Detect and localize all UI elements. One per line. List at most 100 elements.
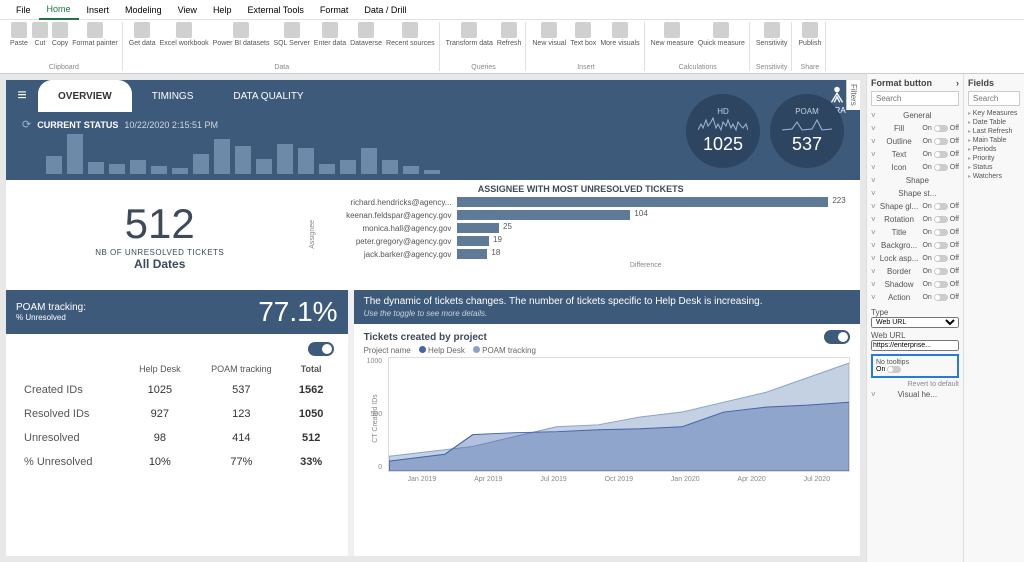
nav-dataquality[interactable]: DATA QUALITY <box>213 80 323 112</box>
field-date-table[interactable]: Date Table <box>968 118 1020 127</box>
mid-row: 512 NB OF UNRESOLVED TICKETS All Dates A… <box>6 180 860 290</box>
assignee-ylabel: Assignee <box>309 220 316 249</box>
format-section-border[interactable]: ˅BorderOnOff <box>871 265 959 278</box>
tooltip-highlight: No tooltips On <box>871 354 959 378</box>
ribbon-new-measure[interactable]: New measure <box>651 22 694 47</box>
ribbon-paste[interactable]: Paste <box>10 22 28 47</box>
mini-bar <box>67 134 83 174</box>
trend-header-text: The dynamic of tickets changes. The numb… <box>364 296 763 307</box>
tab-view[interactable]: View <box>170 1 205 19</box>
format-section-action[interactable]: ˅ActionOnOff <box>871 291 959 304</box>
format-section-backgro[interactable]: ˅Backgro...OnOff <box>871 239 959 252</box>
ribbon-excel-workbook[interactable]: Excel workbook <box>160 22 209 47</box>
format-section-general[interactable]: ˅General <box>871 109 959 122</box>
mini-bar <box>235 146 251 174</box>
fields-search-input[interactable] <box>968 91 1020 106</box>
ribbon-more-visuals[interactable]: More visuals <box>600 22 639 47</box>
type-select[interactable]: Web URL <box>871 317 959 328</box>
mini-bar <box>214 139 230 174</box>
tab-file[interactable]: File <box>8 1 39 19</box>
mini-bar <box>340 160 356 174</box>
kpi-unresolved: 512 NB OF UNRESOLVED TICKETS All Dates <box>6 180 313 290</box>
ribbon-get-data[interactable]: Get data <box>129 22 156 47</box>
tab-data[interactable]: Data / Drill <box>356 1 414 19</box>
ribbon-format-painter[interactable]: Format painter <box>72 22 118 47</box>
ribbon-new-visual[interactable]: New visual <box>532 22 566 47</box>
tab-insert[interactable]: Insert <box>79 1 118 19</box>
ribbon-cut[interactable]: Cut <box>32 22 48 47</box>
field-key-measures[interactable]: Key Measures <box>968 109 1020 118</box>
table-row: % Unresolved10%77%33% <box>20 450 334 474</box>
tab-home[interactable]: Home <box>39 0 79 20</box>
format-section-text[interactable]: ˅TextOnOff <box>871 148 959 161</box>
table-row: Created IDs10255371562 <box>20 378 334 402</box>
format-section-icon[interactable]: ˅IconOnOff <box>871 161 959 174</box>
format-section-rotation[interactable]: ˅RotationOnOff <box>871 213 959 226</box>
kpi-poam-value: 537 <box>792 134 822 155</box>
format-section-shapest[interactable]: ˅Shape st... <box>871 187 959 200</box>
table-row: Resolved IDs9271231050 <box>20 402 334 426</box>
format-section-shapegl[interactable]: ˅Shape gl...OnOff <box>871 200 959 213</box>
mini-bar <box>130 160 146 174</box>
filters-collapsed-tab[interactable]: Filters <box>846 80 860 110</box>
format-section-shadow[interactable]: ˅ShadowOnOff <box>871 278 959 291</box>
ribbon-text-box[interactable]: Text box <box>570 22 596 47</box>
poam-toggle[interactable] <box>308 342 334 356</box>
nav-overview[interactable]: OVERVIEW <box>38 80 132 112</box>
hamburger-icon[interactable]: ≡ <box>6 87 38 105</box>
trend-toggle[interactable] <box>824 330 850 344</box>
table-row: Unresolved98414512 <box>20 426 334 450</box>
tab-help[interactable]: Help <box>205 1 240 19</box>
ribbon-enter-data[interactable]: Enter data <box>314 22 346 47</box>
ribbon-refresh[interactable]: Refresh <box>497 22 522 47</box>
format-section-fill[interactable]: ˅FillOnOff <box>871 122 959 135</box>
status-label: CURRENT STATUS <box>37 120 118 130</box>
tab-external[interactable]: External Tools <box>239 1 311 19</box>
ribbon-dataverse[interactable]: Dataverse <box>350 22 382 47</box>
mini-bar <box>256 159 272 174</box>
nav-timings[interactable]: TIMINGS <box>132 80 214 112</box>
ribbon-quick-measure[interactable]: Quick measure <box>698 22 745 47</box>
assignee-row: monica.hall@agency.gov25 <box>321 223 840 233</box>
field-last-refresh[interactable]: Last Refresh <box>968 127 1020 136</box>
field-status[interactable]: Status <box>968 163 1020 172</box>
kpi-big-sub1: NB OF UNRESOLVED TICKETS <box>95 248 224 257</box>
field-watchers[interactable]: Watchers <box>968 172 1020 181</box>
format-search-input[interactable] <box>871 91 959 106</box>
assignee-row: keenan.feldspar@agency.gov104 <box>321 210 840 220</box>
linechart-box: CT Created IDs 1000 500 0 Jan 2019Apr 20… <box>388 357 850 472</box>
format-section-shape[interactable]: ˅Shape <box>871 174 959 187</box>
format-section-title[interactable]: ˅TitleOnOff <box>871 226 959 239</box>
field-priority[interactable]: Priority <box>968 154 1020 163</box>
tab-modeling[interactable]: Modeling <box>117 1 170 19</box>
field-periods[interactable]: Periods <box>968 145 1020 154</box>
assignee-row: peter.gregory@agency.gov19 <box>321 236 840 246</box>
url-input[interactable] <box>871 340 959 351</box>
ribbon-sql-server[interactable]: SQL Server <box>273 22 309 47</box>
assignee-xlabel: Difference <box>451 262 840 269</box>
tab-format[interactable]: Format <box>312 1 357 19</box>
poam-card-header: POAM tracking: % Unresolved 77.1% <box>6 290 348 334</box>
ribbon-sensitivity[interactable]: Sensitivity <box>756 22 788 47</box>
tooltip-toggle[interactable]: On <box>876 366 954 373</box>
mini-bar <box>88 162 104 174</box>
mini-bar <box>361 148 377 174</box>
assignee-row: jack.barker@agency.gov18 <box>321 249 840 259</box>
kpi-hd-label: HD <box>717 107 729 116</box>
visual-header-section[interactable]: ˅Visual he... <box>871 388 959 401</box>
reset-link[interactable]: Revert to default <box>871 381 959 388</box>
ribbon-recent-sources[interactable]: Recent sources <box>386 22 435 47</box>
format-section-outline[interactable]: ˅OutlineOnOff <box>871 135 959 148</box>
ribbon-power-bi-datasets[interactable]: Power BI datasets <box>213 22 270 47</box>
field-main-table[interactable]: Main Table <box>968 136 1020 145</box>
status-timestamp: 10/22/2020 2:15:51 PM <box>124 120 218 130</box>
chevron-right-icon[interactable]: › <box>956 78 959 88</box>
kpi-hd-circle: HD 1025 <box>686 94 760 168</box>
format-section-lockasp[interactable]: ˅Lock asp...OnOff <box>871 252 959 265</box>
ribbon-publish[interactable]: Publish <box>798 22 821 47</box>
kpi-big-sub2: All Dates <box>134 257 185 271</box>
ribbon-copy[interactable]: Copy <box>52 22 68 47</box>
report: ≡ OVERVIEW TIMINGS DATA QUALITY JIRA ⟳ C… <box>6 80 860 556</box>
type-label: Type <box>871 308 959 317</box>
ribbon-transform-data[interactable]: Transform data <box>446 22 493 47</box>
